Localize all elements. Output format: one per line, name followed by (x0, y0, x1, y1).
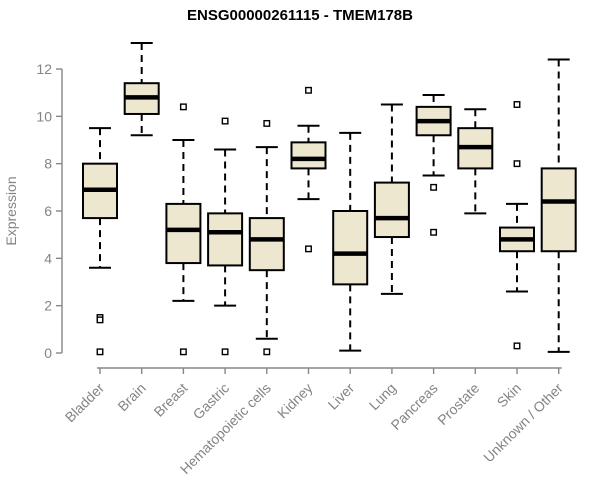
iqr-box (540, 167, 577, 253)
chart-title: ENSG00000261115 - TMEM178B (187, 7, 413, 24)
outlier-point (430, 228, 438, 236)
outlier-point (221, 117, 229, 125)
iqr-box (165, 202, 202, 265)
outlier-point (305, 245, 312, 253)
box-group-hematopoietic-cells (248, 119, 285, 356)
x-tick-label: Unknown / Other (480, 380, 566, 466)
outlier-point (513, 160, 521, 168)
box-group-unknown-other (540, 58, 577, 353)
box-group-pancreas (415, 94, 452, 236)
x-tick-label: Skin (494, 380, 525, 411)
iqr-box (248, 217, 285, 272)
y-tick-label: 12 (36, 61, 52, 77)
outlier-point (430, 183, 438, 191)
outlier-point (96, 348, 104, 356)
x-tick-label: Breast (151, 380, 191, 420)
y-tick-label: 6 (44, 203, 52, 219)
box-group-breast (165, 103, 202, 356)
box-group-gastric (207, 117, 244, 356)
iqr-box (290, 141, 327, 170)
box-group-prostate (457, 108, 494, 215)
outlier-point (513, 342, 521, 350)
x-tick-label: Liver (325, 380, 358, 413)
x-tick-label: Kidney (274, 380, 316, 422)
box-group-skin (499, 101, 535, 350)
x-tick-label: Brain (114, 380, 148, 414)
box-group-brain (123, 41, 160, 137)
x-tick-label: Bladder (62, 380, 108, 426)
outlier-point (179, 103, 187, 111)
iqr-box (207, 212, 244, 267)
y-axis-title: Expression (3, 176, 19, 245)
outlier-point (263, 119, 271, 127)
y-axis: 0 2 4 6 8 10 12 (36, 61, 63, 361)
x-tick-label: Prostate (434, 380, 482, 428)
box-group-lung (373, 103, 410, 295)
outlier-point (513, 101, 521, 108)
box-group-bladder (82, 127, 118, 356)
y-tick-label: 10 (36, 108, 52, 124)
outlier-point (263, 348, 271, 356)
y-tick-label: 4 (44, 250, 52, 266)
iqr-box (373, 181, 410, 239)
outlier-point (96, 316, 104, 324)
y-tick-label: 0 (44, 345, 52, 361)
y-tick-label: 8 (44, 156, 52, 172)
box-group-liver (332, 131, 369, 352)
outlier-point (179, 348, 187, 356)
iqr-box (332, 210, 369, 286)
box-group-kidney (290, 86, 327, 253)
outlier-point (305, 86, 312, 94)
y-tick-label: 2 (44, 298, 52, 314)
outlier-point (221, 348, 229, 356)
x-tick-label: Lung (366, 380, 399, 413)
